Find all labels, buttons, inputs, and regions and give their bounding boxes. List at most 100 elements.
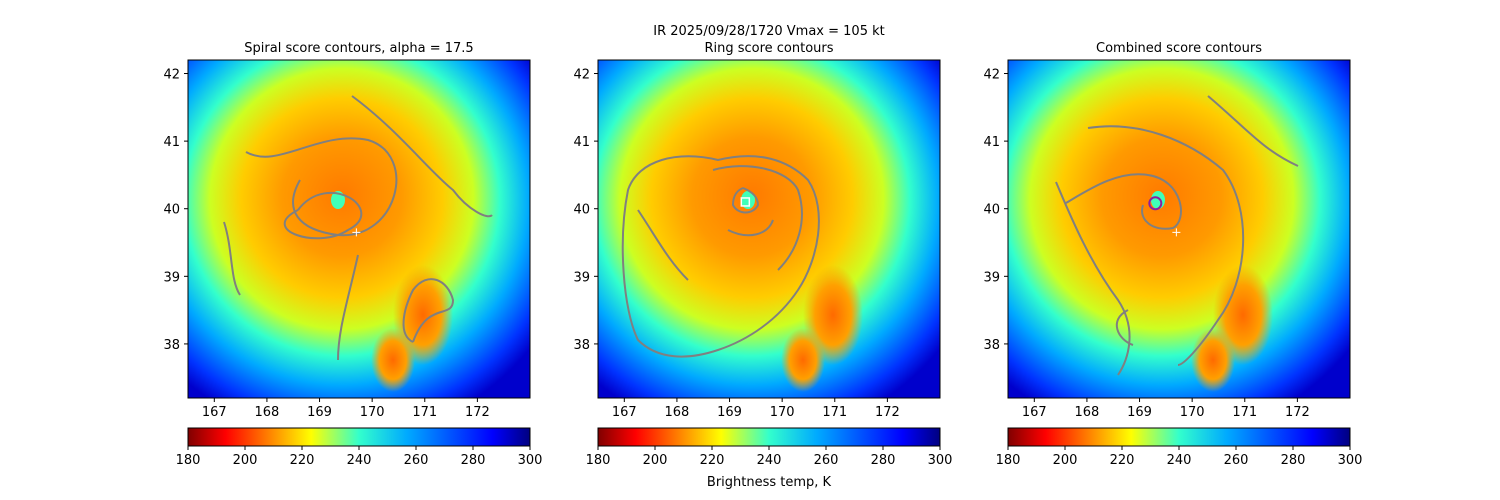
y-tick-label: 40 [983, 203, 1000, 218]
colorbar-tick-label: 200 [233, 453, 258, 468]
colorbar-tick-label: 200 [643, 453, 668, 468]
x-tick-label: 171 [1232, 405, 1257, 420]
colorbar-tick-label: 200 [1053, 453, 1078, 468]
colorbar-tick-label: 260 [1224, 453, 1249, 468]
y-tick-label: 41 [573, 135, 590, 150]
contour-group [621, 155, 820, 358]
colorbar-tick-label: 240 [1167, 453, 1192, 468]
x-tick-label: 168 [255, 405, 280, 420]
panel-title: Spiral score contours, alpha = 17.5 [244, 41, 473, 56]
eye [741, 191, 755, 209]
ring-center-square-marker [740, 197, 751, 207]
x-tick-label: 169 [307, 405, 332, 420]
colorbar-label: Brightness temp, K [707, 475, 832, 490]
colorbar-tick-label: 240 [757, 453, 782, 468]
panel-1: Spiral score contours, alpha = 17.5 167 16… [163, 41, 542, 468]
y-tick-label: 42 [573, 68, 590, 83]
contour-group [1055, 95, 1299, 376]
x-tick-label: 169 [1127, 405, 1152, 420]
x-tick-label: 172 [1285, 405, 1310, 420]
x-tick-label: 171 [822, 405, 847, 420]
y-tick-label: 40 [573, 203, 590, 218]
colorbar-tick-label: 220 [700, 453, 725, 468]
panel-title: Combined score contours [1096, 41, 1262, 56]
colorbar-tick-label: 260 [404, 453, 429, 468]
colorbar [1007, 427, 1351, 447]
x-tick-label: 169 [717, 405, 742, 420]
x-tick-label: 170 [360, 405, 385, 420]
y-tick-label: 39 [983, 270, 1000, 285]
y-tick-label: 42 [983, 68, 1000, 83]
y-tick-label: 41 [163, 135, 180, 150]
score-contour [283, 191, 363, 240]
colorbar-tick-label: 180 [586, 453, 611, 468]
colorbar-tick-label: 260 [814, 453, 839, 468]
score-contour [637, 209, 689, 281]
score-contour [712, 165, 803, 271]
score-contour [223, 221, 241, 296]
x-tick-label: 171 [412, 405, 437, 420]
score-contour [1207, 95, 1299, 167]
colorbar-tick-label: 220 [1110, 453, 1135, 468]
rainband-blob-2 [781, 328, 825, 392]
score-contour [1055, 181, 1131, 376]
score-contour [1065, 173, 1182, 230]
x-tick-label: 168 [1075, 405, 1100, 420]
y-tick-label: 38 [983, 338, 1000, 353]
panel-title: Ring score contours [704, 41, 833, 56]
y-tick-label: 38 [163, 338, 180, 353]
combined-center-circle-marker [1148, 196, 1163, 211]
eye [1151, 191, 1165, 209]
colorbar-tick-label: 240 [347, 453, 372, 468]
colorbar-tick-label: 300 [518, 453, 543, 468]
y-tick-label: 38 [573, 338, 590, 353]
x-tick-label: 170 [1180, 405, 1205, 420]
score-contour [351, 95, 493, 218]
ir-image [598, 60, 940, 398]
y-tick-label: 41 [983, 135, 1000, 150]
colorbar [597, 427, 941, 447]
x-tick-label: 170 [770, 405, 795, 420]
y-tick-label: 40 [163, 203, 180, 218]
center-plus-marker [1172, 228, 1181, 237]
y-tick-label: 39 [573, 270, 590, 285]
score-contour [621, 155, 820, 358]
colorbar [187, 427, 531, 447]
score-contour [727, 219, 774, 237]
score-contour [337, 254, 359, 361]
colorbar-tick-label: 180 [176, 453, 201, 468]
y-tick-label: 42 [163, 68, 180, 83]
colorbar-tick-label: 280 [461, 453, 486, 468]
figure-suptitle: IR 2025/09/28/1720 Vmax = 105 kt [653, 24, 884, 39]
score-contour [402, 278, 455, 343]
colorbar-tick-label: 300 [1338, 453, 1363, 468]
axes-frame [597, 59, 941, 399]
colorbar-tick-label: 180 [996, 453, 1021, 468]
x-tick-label: 167 [202, 405, 227, 420]
rainband-blob-2 [371, 328, 415, 392]
colorbar-tick-label: 280 [871, 453, 896, 468]
eye [331, 191, 345, 209]
score-contour [245, 137, 398, 237]
score-contour [1115, 309, 1134, 346]
x-tick-label: 167 [612, 405, 637, 420]
y-tick-label: 39 [163, 270, 180, 285]
ir-image [188, 60, 530, 398]
score-contour [731, 187, 760, 214]
colorbar-tick-label: 280 [1281, 453, 1306, 468]
x-tick-label: 172 [465, 405, 490, 420]
center-plus-marker [352, 228, 361, 237]
rainband-blob-2 [1191, 328, 1235, 392]
ir-image [1008, 60, 1350, 398]
x-tick-label: 168 [665, 405, 690, 420]
colorbar-tick-label: 300 [928, 453, 953, 468]
axes-frame [1007, 59, 1351, 399]
x-tick-label: 167 [1022, 405, 1047, 420]
panel-2: Ring score contours 167 168 169 170 171 172 38 3… [573, 41, 952, 468]
colorbar-tick-label: 220 [290, 453, 315, 468]
score-contour [1087, 125, 1245, 366]
x-tick-label: 172 [875, 405, 900, 420]
axes-frame [187, 59, 531, 399]
panel-3: Combined score contours 167 168 169 170 171 17… [983, 41, 1362, 468]
